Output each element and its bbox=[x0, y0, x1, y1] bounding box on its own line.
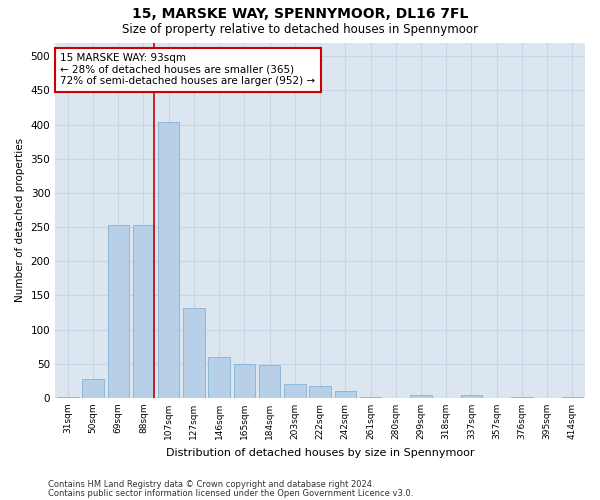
Bar bbox=[259, 365, 280, 398]
Bar bbox=[410, 394, 432, 398]
Bar bbox=[562, 397, 583, 398]
Bar bbox=[511, 397, 533, 398]
Bar bbox=[310, 386, 331, 398]
Bar bbox=[360, 396, 381, 398]
Bar bbox=[284, 384, 305, 398]
Text: 15 MARSKE WAY: 93sqm
← 28% of detached houses are smaller (365)
72% of semi-deta: 15 MARSKE WAY: 93sqm ← 28% of detached h… bbox=[61, 53, 316, 86]
Text: Size of property relative to detached houses in Spennymoor: Size of property relative to detached ho… bbox=[122, 22, 478, 36]
Bar bbox=[335, 391, 356, 398]
Bar bbox=[183, 308, 205, 398]
Text: Contains public sector information licensed under the Open Government Licence v3: Contains public sector information licen… bbox=[48, 488, 413, 498]
Text: Contains HM Land Registry data © Crown copyright and database right 2024.: Contains HM Land Registry data © Crown c… bbox=[48, 480, 374, 489]
Bar bbox=[233, 364, 255, 398]
Bar bbox=[208, 357, 230, 398]
Bar bbox=[82, 380, 104, 398]
Bar bbox=[107, 225, 129, 398]
Bar bbox=[57, 396, 79, 398]
X-axis label: Distribution of detached houses by size in Spennymoor: Distribution of detached houses by size … bbox=[166, 448, 475, 458]
Bar bbox=[461, 394, 482, 398]
Bar bbox=[133, 225, 154, 398]
Bar bbox=[158, 122, 179, 398]
Text: 15, MARSKE WAY, SPENNYMOOR, DL16 7FL: 15, MARSKE WAY, SPENNYMOOR, DL16 7FL bbox=[132, 8, 468, 22]
Y-axis label: Number of detached properties: Number of detached properties bbox=[15, 138, 25, 302]
